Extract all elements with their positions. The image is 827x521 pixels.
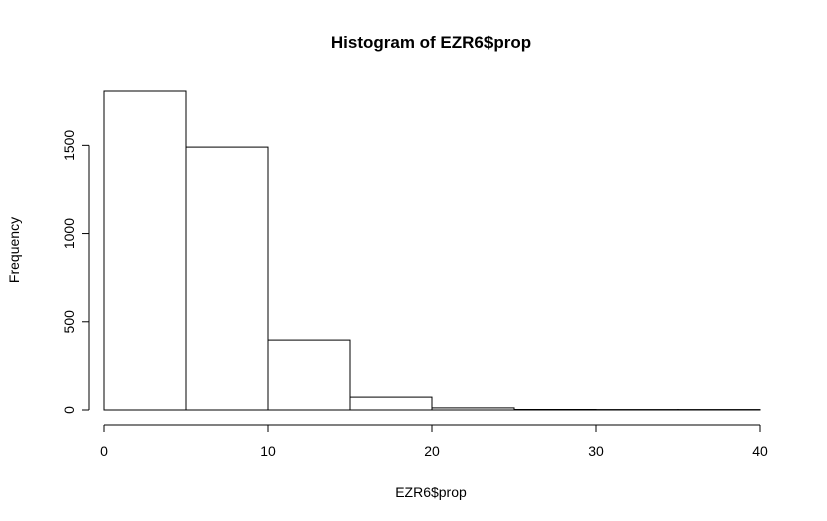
y-tick-label: 0 [61, 406, 77, 414]
x-tick-label: 30 [588, 443, 604, 459]
histogram-bar-2 [267, 339, 351, 411]
y-axis: 0 500 1000 1500 [61, 130, 90, 414]
x-tick-label: 0 [100, 443, 108, 459]
x-axis-label: EZR6$prop [395, 484, 467, 500]
histogram-bar-5 [513, 409, 597, 411]
histogram-bar-1 [185, 146, 269, 411]
x-tick-label: 10 [260, 443, 276, 459]
y-tick-label: 1500 [61, 130, 77, 161]
x-tick-label: 40 [752, 443, 768, 459]
y-tick-label: 1000 [61, 218, 77, 249]
bars-group [103, 90, 761, 411]
chart-title: Histogram of EZR6$prop [331, 33, 531, 52]
histogram-bar-4 [431, 407, 515, 411]
x-tick-label: 20 [424, 443, 440, 459]
y-tick-label: 500 [61, 310, 77, 334]
x-axis: 0 10 20 30 40 [100, 424, 768, 459]
histogram-bar-3 [349, 396, 433, 411]
y-axis-label: Frequency [6, 217, 22, 283]
histogram-bar-0 [103, 90, 187, 411]
